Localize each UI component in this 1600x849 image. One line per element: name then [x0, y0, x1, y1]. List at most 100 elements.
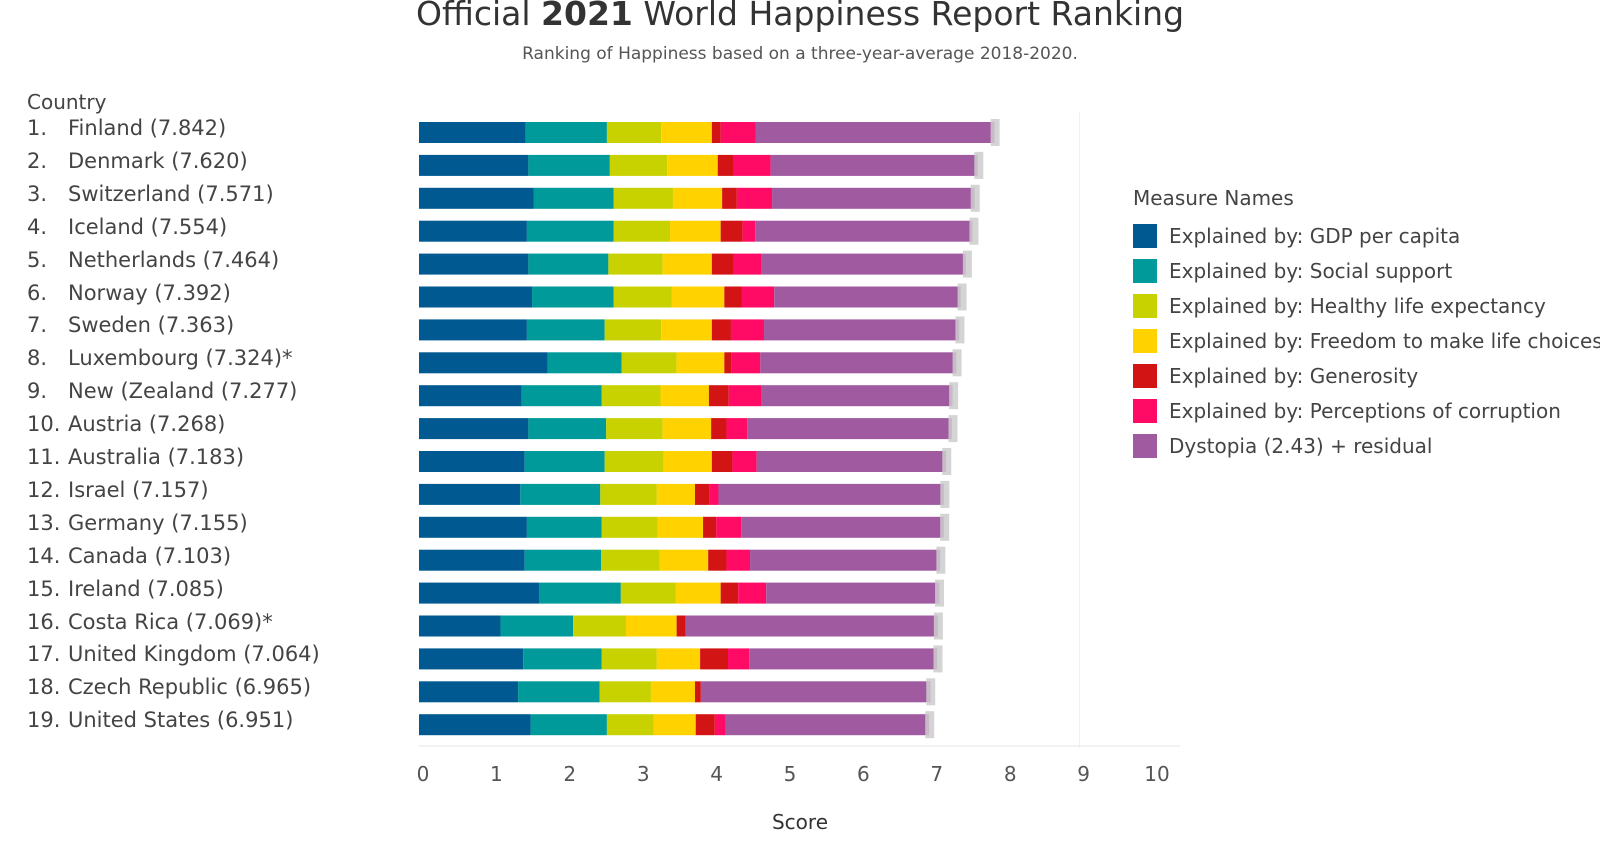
bar-segment-social[interactable]: [526, 220, 614, 242]
legend-item-generosity[interactable]: Explained by: Generosity: [1133, 358, 1600, 393]
bar-segment-freedom[interactable]: [656, 648, 701, 670]
bar-segment-social[interactable]: [518, 681, 600, 703]
bar-segment-health[interactable]: [604, 451, 664, 472]
bar-segment-gdp[interactable]: [419, 154, 529, 176]
bar-segment-social[interactable]: [523, 648, 602, 670]
bar-segment-freedom[interactable]: [662, 253, 712, 275]
bar-segment-dystopia[interactable]: [749, 648, 938, 670]
bar-segment-corruption[interactable]: [728, 648, 750, 670]
bar-segment-freedom[interactable]: [656, 483, 695, 505]
bar-segment-corruption[interactable]: [726, 418, 748, 440]
bar-segment-health[interactable]: [621, 352, 677, 374]
bar-segment-gdp[interactable]: [419, 352, 548, 374]
legend-item-corruption[interactable]: Explained by: Perceptions of corruption: [1133, 393, 1600, 428]
bar-segment-health[interactable]: [613, 220, 671, 242]
bar-segment-freedom[interactable]: [676, 352, 725, 374]
bar-segment-corruption[interactable]: [732, 451, 757, 472]
bar-segment-dystopia[interactable]: [747, 418, 952, 440]
bar-segment-freedom[interactable]: [662, 418, 712, 440]
bar-segment-corruption[interactable]: [733, 253, 762, 275]
bar-segment-generosity[interactable]: [703, 516, 717, 538]
bar-segment-health[interactable]: [606, 418, 663, 440]
legend-item-gdp[interactable]: Explained by: GDP per capita: [1133, 218, 1600, 253]
bar-segment-generosity[interactable]: [711, 418, 727, 440]
bar-segment-dystopia[interactable]: [755, 122, 995, 143]
bar-segment-dystopia[interactable]: [761, 253, 966, 275]
bar-segment-gdp[interactable]: [419, 187, 534, 209]
bar-segment-gdp[interactable]: [419, 714, 531, 736]
bar-segment-generosity[interactable]: [695, 714, 715, 736]
bar-segment-social[interactable]: [528, 418, 607, 440]
bar-segment-generosity[interactable]: [711, 122, 721, 143]
bar-segment-health[interactable]: [600, 483, 657, 505]
bar-segment-corruption[interactable]: [728, 385, 762, 407]
bar-segment-dystopia[interactable]: [763, 319, 960, 341]
bar-segment-dystopia[interactable]: [774, 286, 961, 308]
bar-segment-generosity[interactable]: [711, 319, 731, 341]
bar-segment-gdp[interactable]: [419, 681, 519, 703]
bar-segment-dystopia[interactable]: [760, 352, 957, 374]
bar-segment-generosity[interactable]: [711, 253, 734, 275]
bar-segment-generosity[interactable]: [724, 352, 732, 374]
bar-segment-dystopia[interactable]: [756, 451, 947, 472]
bar-segment-dystopia[interactable]: [741, 516, 944, 538]
bar-segment-health[interactable]: [601, 549, 660, 571]
bar-segment-freedom[interactable]: [657, 516, 704, 538]
bar-segment-corruption[interactable]: [742, 220, 756, 242]
bar-segment-health[interactable]: [606, 122, 662, 143]
bar-segment-freedom[interactable]: [660, 385, 709, 407]
bar-segment-social[interactable]: [526, 319, 605, 341]
bar-segment-freedom[interactable]: [670, 220, 721, 242]
bar-segment-freedom[interactable]: [659, 549, 709, 571]
bar-segment-health[interactable]: [609, 154, 668, 176]
bar-segment-freedom[interactable]: [650, 681, 695, 703]
bar-segment-social[interactable]: [526, 516, 602, 538]
bar-segment-generosity[interactable]: [711, 451, 733, 472]
bar-segment-dystopia[interactable]: [718, 483, 944, 505]
bar-segment-generosity[interactable]: [720, 582, 739, 604]
bar-segment-social[interactable]: [528, 253, 609, 275]
bar-segment-health[interactable]: [599, 681, 651, 703]
bar-segment-generosity[interactable]: [724, 286, 742, 308]
bar-segment-generosity[interactable]: [717, 154, 734, 176]
bar-segment-generosity[interactable]: [722, 187, 737, 209]
bar-segment-generosity[interactable]: [694, 483, 710, 505]
bar-segment-health[interactable]: [573, 615, 626, 637]
bar-segment-freedom[interactable]: [671, 286, 725, 308]
bar-segment-corruption[interactable]: [709, 483, 719, 505]
bar-segment-health[interactable]: [601, 385, 661, 407]
bar-segment-social[interactable]: [530, 714, 607, 736]
legend-item-health[interactable]: Explained by: Healthy life expectancy: [1133, 288, 1600, 323]
bar-segment-freedom[interactable]: [661, 122, 712, 143]
legend-item-social[interactable]: Explained by: Social support: [1133, 253, 1600, 288]
bar-segment-generosity[interactable]: [694, 681, 701, 703]
bar-segment-social[interactable]: [547, 352, 622, 374]
bar-segment-health[interactable]: [601, 648, 657, 670]
bar-segment-gdp[interactable]: [419, 385, 522, 407]
bar-segment-gdp[interactable]: [419, 418, 529, 440]
bar-segment-social[interactable]: [521, 385, 602, 407]
bar-segment-dystopia[interactable]: [750, 549, 941, 571]
bar-segment-corruption[interactable]: [731, 352, 761, 374]
bar-segment-dystopia[interactable]: [766, 582, 940, 604]
legend-item-dystopia[interactable]: Dystopia (2.43) + residual: [1133, 428, 1600, 463]
bar-segment-health[interactable]: [608, 253, 663, 275]
bar-segment-corruption[interactable]: [726, 549, 751, 571]
bar-segment-social[interactable]: [520, 483, 601, 505]
bar-segment-dystopia[interactable]: [772, 187, 975, 209]
bar-segment-social[interactable]: [524, 451, 605, 472]
bar-segment-health[interactable]: [606, 714, 654, 736]
bar-segment-corruption[interactable]: [714, 714, 726, 736]
bar-segment-social[interactable]: [500, 615, 574, 637]
bar-segment-freedom[interactable]: [625, 615, 677, 637]
bar-segment-gdp[interactable]: [419, 483, 521, 505]
bar-segment-gdp[interactable]: [419, 549, 525, 571]
bar-segment-gdp[interactable]: [419, 582, 540, 604]
bar-segment-freedom[interactable]: [675, 582, 721, 604]
bar-segment-gdp[interactable]: [419, 286, 533, 308]
bar-segment-health[interactable]: [613, 187, 673, 209]
bar-segment-freedom[interactable]: [653, 714, 696, 736]
bar-segment-generosity[interactable]: [700, 648, 729, 670]
bar-segment-health[interactable]: [604, 319, 662, 341]
bar-segment-generosity[interactable]: [708, 549, 727, 571]
